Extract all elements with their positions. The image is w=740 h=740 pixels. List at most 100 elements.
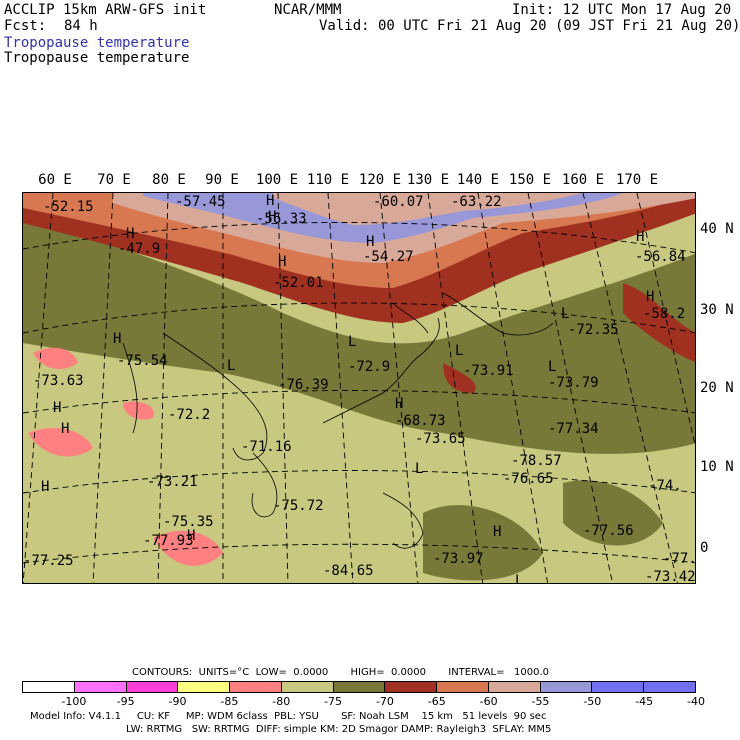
colorbar-swatch [488, 682, 541, 692]
temperature-label: -72.9 [348, 359, 390, 375]
temperature-label: -77.93 [143, 533, 194, 549]
colorbar-swatch [333, 682, 386, 692]
colorbar-swatch [644, 682, 695, 692]
temperature-label: -71.16 [241, 439, 292, 455]
colorbar-label: -80 [272, 695, 291, 708]
physics-info: LW: RRTMG SW: RRTMG DIFF: simple KM: 2D … [126, 724, 552, 735]
temperature-label: -57.45 [175, 194, 226, 210]
low-marker: L [348, 334, 356, 350]
high-marker: H [53, 400, 61, 416]
colorbar-label: -90 [168, 695, 187, 708]
lon-label: 160 E [561, 172, 605, 188]
temperature-label: -52.01 [273, 275, 324, 291]
colorbar-label: -45 [635, 695, 654, 708]
lon-label: 100 E [255, 172, 299, 188]
high-marker: H [268, 209, 276, 225]
temperature-label: -56.33 [256, 211, 307, 227]
colorbar-swatch [74, 682, 127, 692]
temperature-label: -54.27 [363, 249, 414, 265]
temperature-label: -52.15 [43, 199, 94, 215]
high-marker: H [41, 479, 49, 495]
colorbar-label: -70 [375, 695, 394, 708]
high-marker: H [61, 421, 69, 437]
temperature-label: -73.91 [463, 363, 514, 379]
lon-label: 130 E [406, 172, 450, 188]
lat-label: 10 N [700, 459, 734, 475]
colorbar-label: -85 [220, 695, 239, 708]
temperature-label: -63.22 [451, 194, 502, 210]
colorbar-label: -100 [61, 695, 87, 708]
lon-label: 90 E [205, 172, 239, 188]
high-marker: H [266, 193, 274, 209]
temperature-label: -56.84 [635, 249, 686, 265]
colorbar-swatch [592, 682, 645, 692]
lon-label: 120 E [358, 172, 402, 188]
temperature-label: -73.42 [645, 569, 696, 584]
temperature-label: -77.0 [663, 551, 696, 567]
temperature-label: -47.9 [118, 241, 160, 257]
low-marker: L [548, 359, 556, 375]
coastlines [122, 292, 554, 549]
lon-label: 110 E [306, 172, 350, 188]
tropopause-temperature-map: -52.15 H -57.45 H -56.33 -60.07 -63.22 H -47.9 H -… [22, 192, 696, 584]
temperature-label: -68.73 [395, 413, 446, 429]
lon-label: 80 E [152, 172, 186, 188]
temperature-label: -73.97 [433, 551, 484, 567]
band-dark-olive [23, 213, 695, 454]
colorbar-swatch [178, 682, 231, 692]
map-label-layer: -52.15 H-57.45H-56.33-60.07 -63.22H-47.9 H-… [23, 193, 696, 584]
temperature-label: -60.07 [373, 194, 424, 210]
temperature-label: -72.2 [168, 407, 210, 423]
temperature-label: -73.63 [33, 373, 84, 389]
temperature-label: -58.2 [643, 306, 685, 322]
temperature-label: -74. [648, 478, 682, 494]
lon-label: 150 E [508, 172, 552, 188]
low-marker: L [455, 343, 463, 359]
colorbar-label: -50 [583, 695, 602, 708]
colorbar-swatch [281, 682, 334, 692]
colorbar-swatch [126, 682, 179, 692]
high-marker: H [278, 254, 286, 270]
map-canvas: -52.15 H-57.45H-56.33-60.07 -63.22H-47.9 H-… [23, 193, 696, 584]
high-marker: H [187, 528, 195, 544]
temperature-label: -75.72 [273, 498, 324, 514]
temperature-label: -78.57 [511, 453, 562, 469]
colorbar-label: -60 [479, 695, 498, 708]
high-marker: H [113, 331, 121, 347]
lat-label: 20 N [700, 380, 734, 396]
temperature-label: -73.21 [147, 474, 198, 490]
colorbar-swatch [385, 682, 438, 692]
temperature-label: -73.65 [415, 431, 466, 447]
low-marker: L [561, 306, 569, 322]
temperature-label: -84.65 [323, 563, 374, 579]
field-title-2: Tropopause temperature [4, 50, 190, 66]
lon-label: 140 E [456, 172, 500, 188]
colorbar-swatch [230, 682, 282, 692]
model-title: ACCLIP 15km ARW-GFS init [4, 2, 207, 18]
colorbar-label: -40 [687, 695, 705, 708]
colorbar-label: -95 [116, 695, 135, 708]
high-marker: H [366, 234, 374, 250]
temperature-label: -77.34 [548, 421, 599, 437]
colorbar-swatch [540, 682, 593, 692]
valid-time: Valid: 00 UTC Fri 21 Aug 20 (09 JST Fri … [319, 18, 740, 34]
forecast-hours: 84 h [64, 18, 98, 34]
high-marker: H [395, 396, 403, 412]
graticule [23, 193, 695, 583]
low-marker: L [227, 358, 235, 374]
lat-label: 40 N [700, 221, 734, 237]
lon-label: 170 E [615, 172, 659, 188]
temperature-label: -76.65 [503, 471, 554, 487]
temperature-label: -76.39 [278, 377, 329, 393]
low-marker: L [415, 461, 423, 477]
temperature-label: -72.35 [568, 322, 619, 338]
colorbar-swatch [23, 682, 75, 692]
low-marker: L [515, 573, 523, 584]
high-marker: H [493, 524, 501, 540]
temperature-label: -77.25 [23, 553, 74, 569]
colorbar-label: -65 [427, 695, 446, 708]
init-time: Init: 12 UTC Mon 17 Aug 20 [512, 2, 732, 18]
high-marker: H [636, 229, 644, 245]
forecast-label: Fcst: [4, 18, 47, 34]
colorbar-label: -55 [531, 695, 550, 708]
